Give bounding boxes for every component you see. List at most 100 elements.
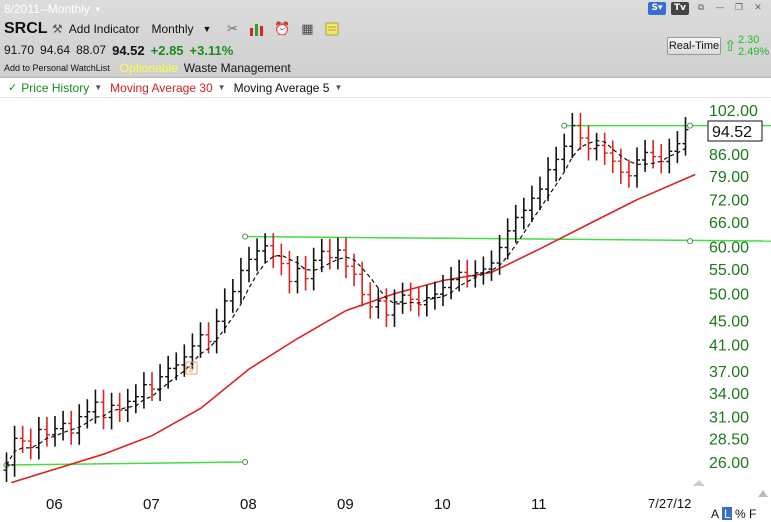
svg-text:$: $ — [189, 364, 194, 374]
note-icon[interactable] — [323, 21, 341, 37]
chevron-down-icon: ▼ — [334, 83, 343, 92]
toolbar: SRCL ⚒ Add Indicator Monthly ▼ ✂ ⏰ ▦ — [4, 19, 348, 39]
period-select[interactable]: Monthly ▼ — [151, 22, 211, 36]
y-axis-label: 79.00 — [709, 169, 749, 186]
minimize-icon[interactable]: — — [715, 3, 725, 13]
y-axis-labels: 102.00 86.00 79.00 72.00 66.00 60.00 55.00 50.0… — [709, 103, 758, 472]
quote-values: 91.70 94.64 88.07 94.52 +2.85 +3.11% — [4, 42, 239, 58]
chevron-down-icon: ▼ — [94, 83, 103, 92]
corner-l-highlight — [722, 507, 732, 520]
y-axis-label: 37.00 — [709, 364, 749, 381]
change-value: +2.85 — [150, 42, 184, 58]
calculator-icon[interactable]: ▦ — [301, 21, 314, 37]
y-axis-label: 45.00 — [709, 314, 749, 331]
last-price-label: 94.52 — [712, 124, 752, 141]
indicator-label: Moving Average 30 — [110, 80, 213, 95]
period-label: Monthly — [151, 22, 194, 36]
chart-corner-controls: A L % F — [693, 480, 768, 521]
low-value: 88.07 — [76, 43, 107, 57]
corner-f-button[interactable]: F — [749, 507, 756, 521]
close-icon[interactable]: ✕ — [754, 3, 762, 13]
info-row: Add to Personal WatchList Optionable Was… — [4, 61, 291, 75]
trendline-anchor — [687, 122, 693, 129]
add-indicator-button[interactable]: ⚒ Add Indicator — [52, 22, 139, 36]
y-axis-label: 31.00 — [709, 410, 749, 427]
realtime-change-value: 2.30 — [738, 34, 760, 46]
y-axis-label: 66.00 — [709, 215, 749, 232]
chevron-down-icon: ▼ — [202, 24, 212, 34]
corner-a-button[interactable]: A — [711, 507, 719, 521]
indicator-price-history[interactable]: Price History ▼ — [21, 81, 102, 95]
open-value: 91.70 — [4, 43, 35, 57]
high-value: 94.64 — [40, 43, 71, 57]
x-axis-label: 06 — [46, 496, 63, 513]
change-percent-value: +3.11% — [189, 42, 234, 58]
last-price-box — [707, 120, 763, 142]
optionable-link[interactable]: Optionable — [119, 61, 178, 75]
x-axis-label: 09 — [337, 496, 354, 513]
trendline — [6, 461, 246, 466]
x-axis-label: 10 — [434, 496, 451, 513]
trendline-anchor — [561, 122, 568, 129]
realtime-change-percent: 2.49% — [738, 46, 770, 58]
price-chart[interactable]: 102.00 86.00 79.00 72.00 66.00 60.00 55.00 50.0… — [0, 98, 771, 522]
moving-average-5-layer — [5, 139, 686, 466]
alarm-clock-icon[interactable]: ⏰ — [274, 21, 291, 37]
indicator-moving-average-30[interactable]: Moving Average 30 ▼ — [110, 81, 225, 95]
price-bars-layer — [3, 113, 689, 483]
bar-chart-icon[interactable] — [248, 21, 266, 37]
add-indicator-label: Add Indicator — [68, 22, 140, 36]
corner-percent-button[interactable]: % — [735, 507, 746, 521]
y-axis-label: 72.00 — [709, 193, 749, 210]
y-axis-label: 55.00 — [709, 262, 749, 279]
x-axis-label: 11 — [531, 496, 547, 513]
moving-average-30-layer — [11, 173, 696, 484]
window-controls: S▾ Tv ⧉ — ❐ ✕ — [648, 2, 765, 15]
trendline — [245, 235, 771, 242]
y-axis-label: 102.00 — [709, 103, 758, 120]
trendline-anchor — [242, 459, 249, 465]
tv-badge-icon[interactable]: Tv — [671, 2, 689, 15]
symbol-label[interactable]: SRCL — [4, 20, 48, 37]
s-badge-icon[interactable]: S▾ — [648, 2, 666, 15]
trendlines-layer — [3, 122, 771, 468]
indicator-label: Price History — [21, 80, 90, 95]
y-axis-label: 26.00 — [709, 455, 749, 472]
moving-average-5-line — [5, 139, 686, 466]
window-title-bar[interactable]: 8/2011--Monthly ▼ — [4, 1, 102, 17]
restore-icon[interactable]: ❐ — [734, 3, 744, 13]
last-value: 94.52 — [112, 42, 145, 58]
x-axis-label: 08 — [240, 496, 257, 513]
split-marker: $ — [185, 361, 198, 375]
moving-average-30-line — [11, 173, 696, 484]
y-axis-label: 50.00 — [709, 287, 749, 304]
expand-icon[interactable] — [693, 480, 705, 486]
y-axis-label: 28.50 — [709, 431, 749, 448]
last-date-label: 7/27/12 — [648, 496, 691, 511]
indicator-moving-average-5[interactable]: Moving Average 5 ▼ — [234, 81, 343, 95]
chevron-down-icon: ▼ — [217, 83, 226, 92]
check-icon: ✓ — [8, 81, 18, 94]
y-axis-label: 60.00 — [709, 240, 749, 257]
title-dropdown-icon[interactable]: ▼ — [93, 4, 102, 14]
wrench-icon: ⚒ — [52, 22, 63, 36]
add-to-watchlist-link[interactable]: Add to Personal WatchList — [4, 63, 110, 73]
trendline-anchor — [242, 233, 249, 240]
trendline-anchor — [687, 238, 693, 245]
company-name: Waste Management — [183, 61, 291, 75]
quote-header: 8/2011--Monthly ▼ S▾ Tv ⧉ — ❐ ✕ SRCL ⚒ A… — [0, 0, 771, 78]
scroll-up-icon[interactable] — [758, 490, 768, 497]
up-arrow-icon: ⇧ — [724, 37, 737, 55]
real-time-button[interactable]: Real-Time — [667, 37, 721, 55]
window-title: 8/2011--Monthly — [4, 2, 90, 16]
y-axis-label: 41.00 — [709, 338, 749, 355]
x-axis-label: 07 — [143, 496, 160, 513]
realtime-change: 2.30 2.49% — [738, 34, 769, 58]
corner-l-button[interactable]: L — [724, 507, 731, 521]
y-axis-label: 86.00 — [709, 147, 749, 164]
link-icon[interactable]: ⧉ — [697, 3, 705, 13]
tools-icon[interactable]: ✂ — [226, 21, 238, 37]
last-price-marker: 94.52 — [707, 120, 763, 142]
indicator-label: Moving Average 5 — [233, 80, 330, 95]
indicator-bar: ✓ Price History ▼ Moving Average 30 ▼ Mo… — [0, 78, 771, 98]
